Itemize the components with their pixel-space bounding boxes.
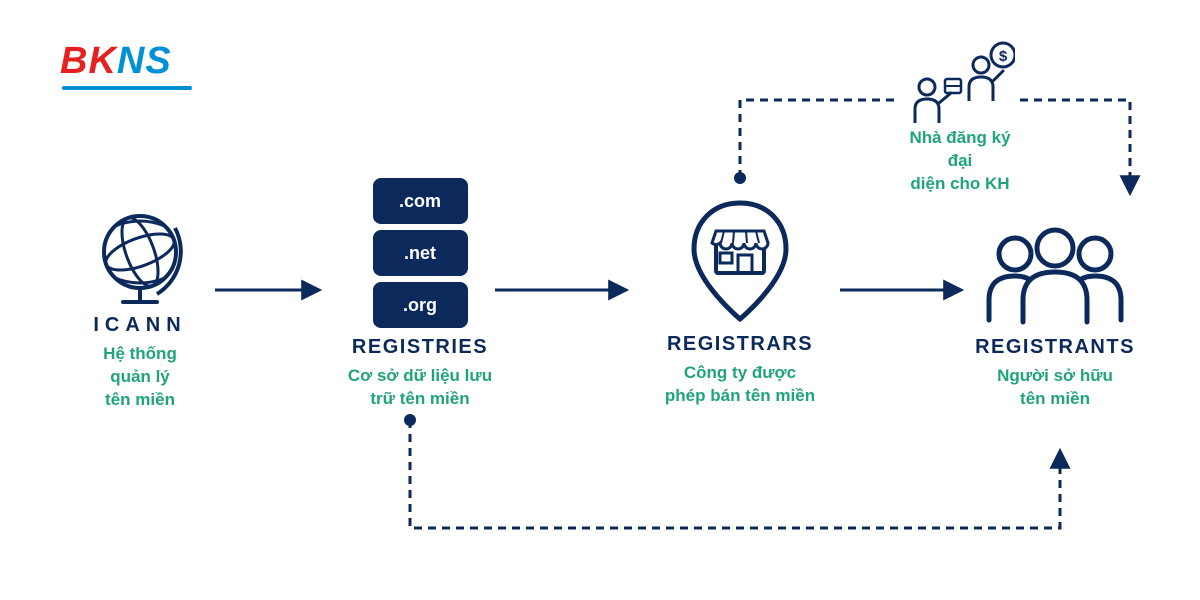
tld-boxes: .com .net .org [330, 178, 510, 328]
icann-subtitle: Hệ thống quản lý tên miền [60, 343, 220, 412]
logo-part-bk: BK [60, 40, 117, 82]
dashed-dot-registrars [734, 172, 746, 184]
registrars-title: REGISTRARS [640, 333, 840, 356]
people-group-icon [975, 218, 1135, 328]
registries-title: REGISTRIES [330, 336, 510, 359]
registrants-subtitle: Người sở hữu tên miền [950, 365, 1160, 411]
icann-title: ICANN [60, 314, 220, 337]
logo-underline [62, 86, 192, 90]
stage-registries: .com .net .org REGISTRIES Cơ sở dữ liệu … [330, 172, 510, 411]
tld-net: .net [373, 230, 468, 276]
dashed-registries-registrants [410, 420, 1060, 528]
dashed-dot-registries [404, 414, 416, 426]
proxy-label: Nhà đăng ký đại diện cho KH [895, 127, 1025, 196]
proxy-block: $ Nhà đăng ký đại diện cho KH [895, 35, 1025, 196]
svg-text:$: $ [999, 48, 1008, 65]
stage-icann: ICANN Hệ thống quản lý tên miền [60, 208, 220, 412]
reseller-icon: $ [895, 35, 1015, 125]
registries-subtitle: Cơ sở dữ liệu lưu trữ tên miền [330, 365, 510, 411]
logo-part-ns: NS [117, 40, 172, 82]
stage-registrars: REGISTRARS Công ty được phép bán tên miề… [640, 195, 840, 408]
dashed-proxy-registrants [1020, 100, 1130, 192]
tld-org: .org [373, 282, 468, 328]
icann-globe-icon [85, 208, 195, 306]
tld-com: .com [373, 178, 468, 224]
dashed-registrars-proxy [740, 100, 895, 178]
bkns-logo: BKNS [60, 40, 172, 83]
shop-pin-icon [680, 195, 800, 325]
registrants-title: REGISTRANTS [950, 336, 1160, 359]
stage-registrants: REGISTRANTS Người sở hữu tên miền [950, 218, 1160, 411]
registrars-subtitle: Công ty được phép bán tên miền [640, 362, 840, 408]
